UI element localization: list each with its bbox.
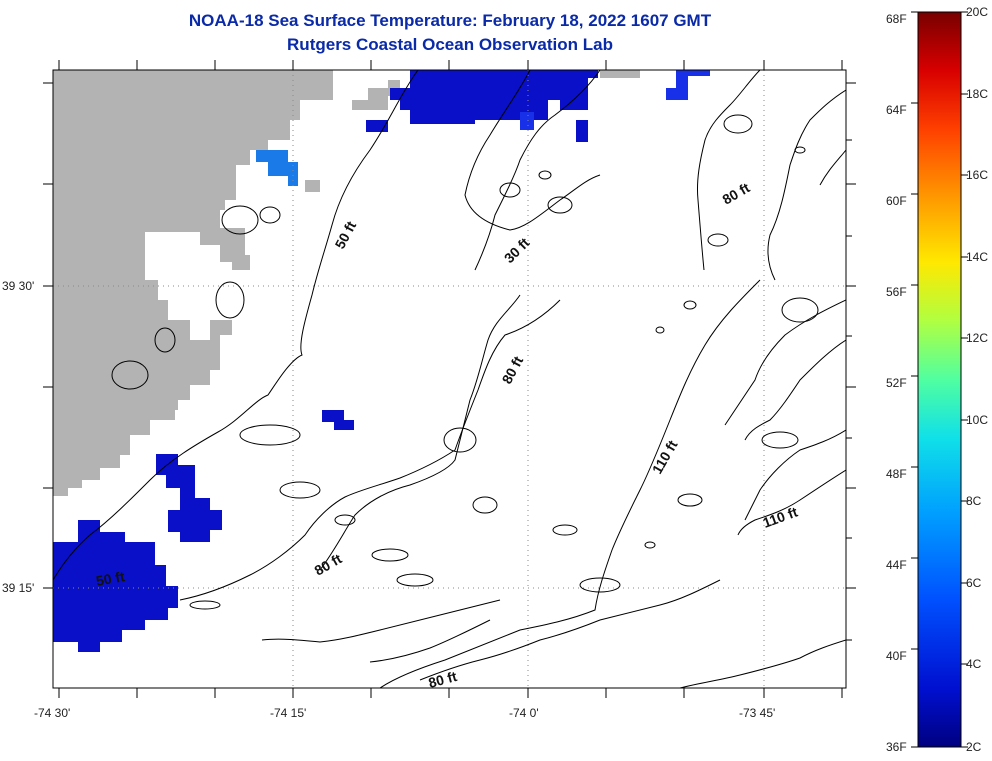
colorbar-ticks (911, 11, 968, 748)
contour-label: 80 ft (312, 550, 345, 578)
land-area (305, 180, 320, 192)
colorbar-c-label: 18C (966, 87, 989, 101)
lat-label: 39 15' (2, 581, 35, 595)
colorbar-f-label: 44F (886, 558, 907, 572)
map-title: NOAA-18 Sea Surface Temperature: Februar… (188, 11, 712, 30)
colorbar-c-label: 10C (966, 413, 989, 427)
colorbar-c-label: 6C (966, 576, 982, 590)
contour-label: 110 ft (761, 503, 800, 530)
colorbar-c-label: 14C (966, 250, 989, 264)
lat-label: 39 30' (2, 279, 35, 293)
lon-label: -73 45' (739, 706, 776, 720)
contour-label: 50 ft (332, 218, 360, 251)
colorbar-f-label: 56F (886, 285, 907, 299)
colorbar-c-label: 8C (966, 494, 982, 508)
land-area (95, 330, 178, 410)
lon-label: -74 30' (34, 706, 71, 720)
contour-label: 30 ft (501, 234, 533, 266)
colorbar-c-label: 16C (966, 168, 989, 182)
grid-lines (53, 70, 846, 688)
map-subtitle: Rutgers Coastal Ocean Observation Lab (287, 35, 613, 54)
contour-label: 80 ft (499, 353, 527, 386)
colorbar-f-label: 48F (886, 467, 907, 481)
contour-label: 110 ft (649, 437, 681, 476)
contour-label: 80 ft (720, 179, 753, 207)
land-area (600, 70, 640, 78)
contour-label: 50 ft (95, 568, 126, 589)
colorbar-f-label: 68F (886, 12, 907, 26)
colorbar-f-label: 36F (886, 740, 907, 754)
land-area (53, 70, 333, 496)
lon-label: -74 15' (270, 706, 307, 720)
colorbar-f-label: 60F (886, 194, 907, 208)
colorbar-f-label: 40F (886, 649, 907, 663)
axis-ticks (43, 60, 856, 698)
colorbar-c-label: 4C (966, 657, 982, 671)
colorbar-c-label: 12C (966, 331, 989, 345)
depth-contours (53, 70, 846, 688)
colorbar-c-label: 2C (966, 740, 982, 754)
contour-label: 80 ft (427, 668, 459, 691)
colorbar-c-label: 20C (966, 5, 989, 19)
land-area (352, 80, 400, 110)
colorbar (917, 11, 962, 748)
colorbar-f-label: 64F (886, 103, 907, 117)
lon-label: -74 0' (509, 706, 539, 720)
colorbar-f-label: 52F (886, 376, 907, 390)
